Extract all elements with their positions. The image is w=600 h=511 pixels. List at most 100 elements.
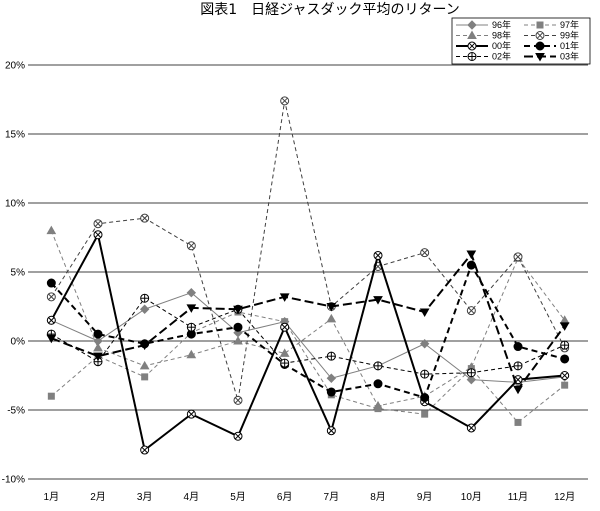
- data-point: [47, 392, 55, 400]
- data-point: [326, 426, 336, 436]
- data-point: [373, 379, 383, 389]
- y-tick-label: 20%: [5, 61, 25, 72]
- legend-label: 99年: [560, 30, 579, 41]
- data-point: [535, 31, 545, 40]
- data-point: [536, 21, 544, 29]
- data-point: [326, 387, 336, 397]
- data-point: [46, 292, 56, 302]
- data-point: [186, 409, 196, 419]
- x-tick-label: 3月: [137, 491, 153, 503]
- legend-item: 00年: [456, 40, 511, 51]
- series-line: [50, 230, 566, 407]
- y-tick-label: 10%: [5, 199, 25, 210]
- data-point: [280, 358, 290, 368]
- data-point: [373, 361, 383, 371]
- data-point: [279, 293, 290, 302]
- series-line: [50, 252, 566, 392]
- x-tick-label: 7月: [324, 491, 340, 503]
- data-point: [373, 296, 383, 305]
- data-point: [467, 52, 477, 61]
- legend-item: 01年: [524, 40, 579, 51]
- data-point: [186, 349, 197, 359]
- data-point: [233, 322, 243, 332]
- data-point: [186, 304, 197, 313]
- legend-item: 98年: [456, 30, 511, 41]
- x-tick-label: 4月: [184, 491, 200, 503]
- data-point: [560, 371, 570, 380]
- data-point: [561, 381, 569, 389]
- data-point: [466, 250, 477, 260]
- x-tick-label: 10月: [461, 491, 482, 503]
- legend-item: 96年: [456, 19, 511, 30]
- data-point: [513, 252, 523, 262]
- y-tick-label: 15%: [5, 130, 25, 141]
- x-tick-label: 2月: [90, 491, 106, 503]
- x-tick-label: 5月: [230, 491, 246, 503]
- data-point: [46, 278, 56, 288]
- legend-label: 02年: [492, 51, 511, 62]
- data-point: [535, 41, 545, 51]
- series-99年: [46, 96, 570, 405]
- legend-label: 01年: [560, 40, 579, 51]
- series-00年: [46, 230, 570, 455]
- data-point: [279, 348, 290, 357]
- x-tick-label: 6月: [277, 491, 293, 503]
- data-point: [326, 303, 337, 312]
- series-line: [51, 311, 565, 424]
- series-lines: [46, 96, 570, 455]
- data-point: [326, 313, 337, 323]
- data-point: [419, 308, 430, 318]
- data-point: [140, 445, 150, 455]
- data-point: [46, 225, 57, 235]
- data-point: [373, 400, 383, 410]
- legend-label: 96年: [492, 19, 511, 30]
- series-line: [50, 231, 565, 452]
- y-tick-label: 5%: [11, 268, 26, 279]
- chart-title: 図表1 日経ジャスダック平均のリターン: [200, 2, 460, 18]
- data-point: [513, 342, 523, 352]
- data-point: [93, 219, 103, 229]
- data-point: [420, 369, 430, 379]
- series-line: [50, 100, 566, 401]
- data-point: [46, 334, 57, 344]
- x-tick-label: 9月: [417, 491, 433, 503]
- data-point: [559, 322, 570, 331]
- x-tick-label: 12月: [554, 491, 575, 503]
- data-point: [373, 250, 383, 260]
- series-96年: [46, 287, 570, 388]
- data-point: [93, 329, 103, 339]
- data-point: [421, 410, 429, 418]
- data-point: [186, 322, 196, 332]
- data-point: [233, 335, 243, 345]
- data-point: [280, 322, 290, 332]
- data-point: [466, 306, 476, 316]
- data-point: [139, 341, 150, 351]
- data-point: [513, 385, 523, 395]
- data-point: [233, 395, 243, 405]
- series-98年: [46, 225, 570, 410]
- data-point: [186, 241, 196, 251]
- data-point: [467, 41, 477, 51]
- legend-label: 97年: [560, 19, 579, 30]
- x-tick-label: 8月: [370, 491, 386, 503]
- legend-label: 03年: [560, 51, 579, 62]
- data-point: [535, 53, 545, 62]
- data-point: [233, 431, 243, 441]
- data-point: [46, 315, 56, 325]
- data-point: [93, 342, 103, 352]
- data-point: [280, 96, 290, 106]
- y-tick-label: -5%: [7, 406, 25, 417]
- data-point: [514, 418, 522, 426]
- legend-item: 02年: [456, 51, 511, 62]
- legend-item: 99年: [524, 30, 579, 41]
- legend-item: 03年: [524, 51, 579, 62]
- series-03年: [46, 250, 570, 395]
- data-point: [466, 368, 476, 378]
- data-point: [560, 354, 570, 364]
- data-point: [141, 373, 149, 381]
- data-point: [420, 248, 430, 258]
- data-point: [140, 213, 150, 223]
- data-point: [139, 304, 150, 314]
- series-01年: [46, 260, 570, 403]
